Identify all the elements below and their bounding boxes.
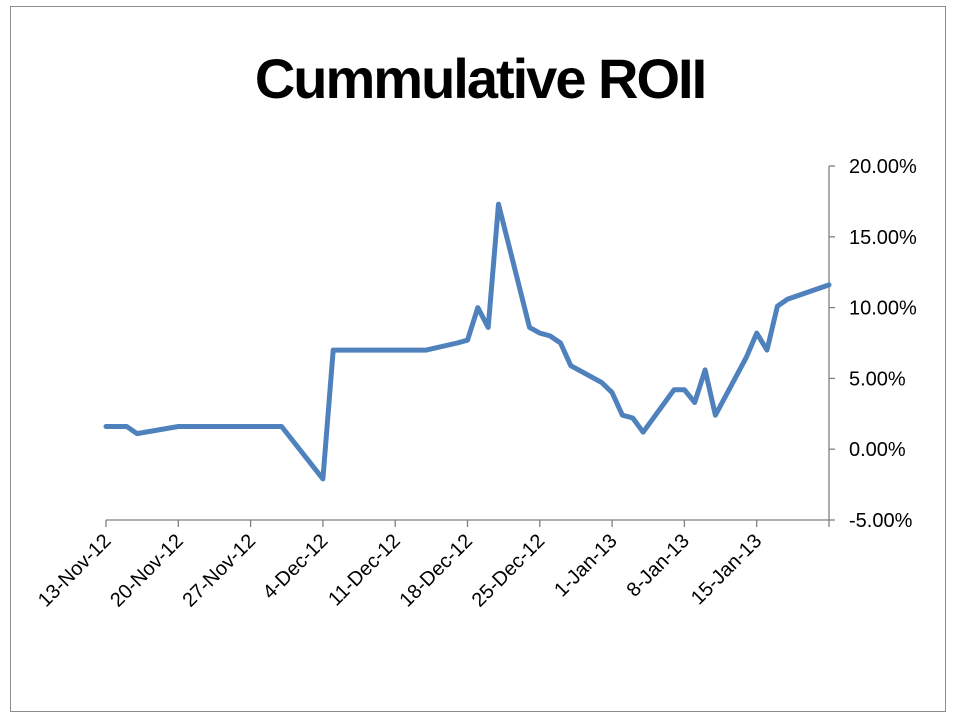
y-tick-label: 0.00% [849, 439, 906, 461]
x-tick-label: 27-Nov-12 [179, 530, 261, 612]
axes [105, 165, 835, 527]
x-tick-label: 4-Dec-12 [259, 530, 333, 604]
x-tick-labels: 13-Nov-1220-Nov-1227-Nov-124-Dec-1211-De… [34, 530, 766, 612]
series-line [103, 201, 832, 482]
chart-frame [10, 6, 946, 712]
x-tick-label: 15-Jan-13 [687, 530, 766, 609]
x-tick-label: 8-Jan-13 [623, 530, 694, 601]
y-tick-labels: -5.00% 0.00% 5.00% 10.00% 15.00% 20.00% [849, 156, 917, 532]
x-tick-label: 11-Dec-12 [324, 530, 405, 611]
x-tick-label: 25-Dec-12 [468, 530, 550, 612]
y-tick-label: 20.00% [849, 156, 917, 178]
x-tick-label: 18-Dec-12 [395, 530, 477, 612]
y-tick-label: 10.00% [849, 298, 917, 320]
chart-title: Cummulative ROII [255, 47, 705, 110]
y-tick-label: 5.00% [849, 368, 906, 390]
x-tick-label: 20-Nov-12 [106, 530, 188, 612]
x-tick-label: 1-Jan-13 [550, 530, 621, 601]
y-tick-label: 15.00% [849, 227, 917, 249]
series-layer [103, 201, 832, 482]
x-tick-label: 13-Nov-12 [34, 530, 116, 612]
y-tick-label: -5.00% [849, 510, 913, 532]
